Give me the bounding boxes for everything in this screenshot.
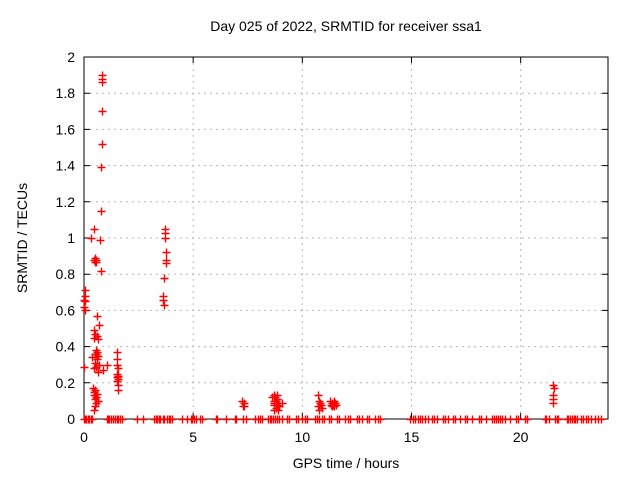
x-tick-label: 15 bbox=[404, 429, 420, 445]
y-tick-label: 1.6 bbox=[56, 121, 76, 137]
chart-title: Day 025 of 2022, SRMTID for receiver ssa… bbox=[210, 18, 482, 34]
y-tick-label: 2 bbox=[67, 49, 75, 65]
x-tick-label: 20 bbox=[513, 429, 529, 445]
x-axis-label: GPS time / hours bbox=[292, 455, 400, 471]
data-points bbox=[80, 71, 606, 424]
y-tick-label: 1 bbox=[67, 230, 75, 246]
y-tick-label: 1.2 bbox=[56, 194, 76, 210]
y-tick-label: 0.6 bbox=[56, 302, 76, 318]
y-tick-label: 0.8 bbox=[56, 266, 76, 282]
y-tick-label: 1.4 bbox=[56, 158, 76, 174]
y-tick-label: 0.2 bbox=[56, 375, 76, 391]
y-tick-label: 1.8 bbox=[56, 85, 76, 101]
x-tick-label: 0 bbox=[80, 429, 88, 445]
y-tick-label: 0.4 bbox=[56, 339, 76, 355]
x-tick-label: 10 bbox=[295, 429, 311, 445]
y-tick-label: 0 bbox=[67, 411, 75, 427]
x-tick-label: 5 bbox=[189, 429, 197, 445]
